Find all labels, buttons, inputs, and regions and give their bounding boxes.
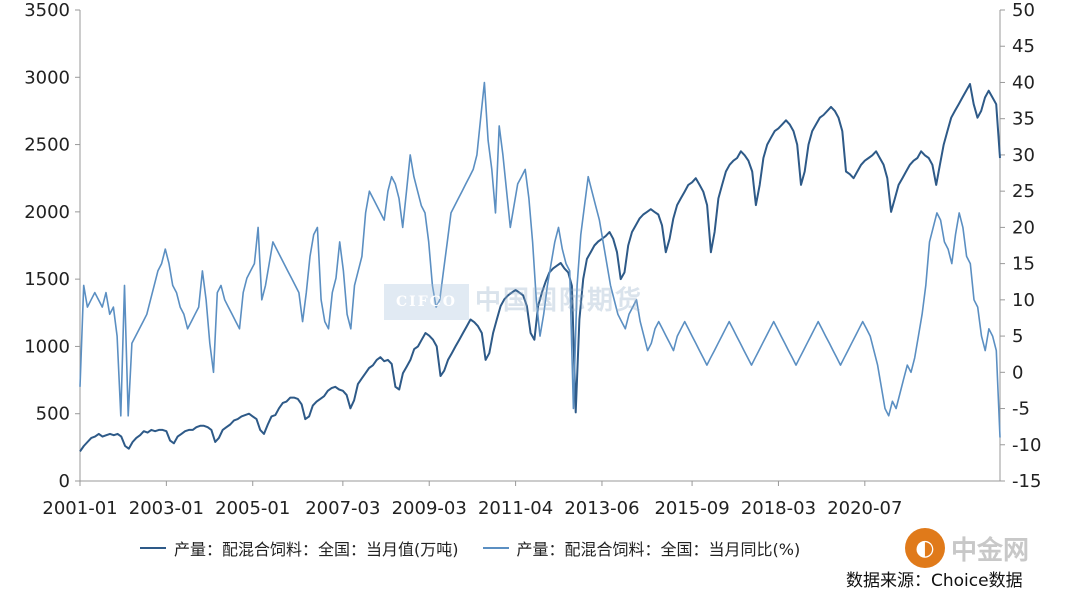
right-tick-label: -15 (1012, 471, 1041, 492)
x-tick-label: 2005-01 (215, 498, 290, 519)
series-line-2 (79, 81, 1001, 438)
legend-swatch-2 (482, 547, 509, 549)
series-group (79, 81, 1001, 452)
axes (79, 10, 1001, 482)
right-tick-label: 10 (1012, 290, 1035, 311)
left-tick-label: 1500 (24, 269, 70, 290)
right-tick-label: 35 (1012, 109, 1035, 130)
right-tick-label: 5 (1012, 326, 1023, 347)
left-tick-label: 500 (36, 404, 70, 425)
x-tick-label: 2018-03 (741, 498, 816, 519)
x-tick-label: 2009-03 (392, 498, 467, 519)
x-tick-label: 2011-04 (478, 498, 553, 519)
legend: 产量：配混合饲料：全国：当月值(万吨) 产量：配混合饲料：全国：当月同比(%) (140, 536, 800, 560)
left-tick-label: 2500 (24, 135, 70, 156)
right-tick-label: 25 (1012, 181, 1035, 202)
left-tick-label: 1000 (24, 336, 70, 357)
logo-icon: ◐ (905, 528, 945, 568)
x-tick-label: 2003-01 (129, 498, 204, 519)
right-tick-label: 40 (1012, 72, 1035, 93)
legend-item-series-1: 产量：配混合饲料：全国：当月值(万吨) (140, 536, 459, 560)
watermark: CIFCO 中国国际期货 (384, 280, 643, 320)
x-tick-label: 2001-01 (42, 498, 117, 519)
legend-swatch-1 (140, 547, 166, 549)
right-tick-label: 15 (1012, 254, 1035, 275)
x-tick-label: 2015-09 (654, 498, 729, 519)
right-tick-label: 0 (1012, 362, 1023, 383)
x-tick-label: 2013-06 (564, 498, 639, 519)
x-tick-label: 2007-03 (305, 498, 380, 519)
watermark-box: CIFCO (384, 283, 469, 320)
watermark-text: 中国国际期货 (474, 286, 643, 316)
left-tick-label: 2000 (24, 202, 70, 223)
right-tick-label: -5 (1012, 399, 1030, 420)
right-tick-label: -10 (1012, 435, 1041, 456)
x-tick-label: 2020-07 (827, 498, 902, 519)
right-tick-label: 30 (1012, 145, 1035, 166)
left-tick-label: 3000 (24, 67, 70, 88)
right-axis-ticks: -15 -10 -5 0 5 10 15 20 25 30 35 40 45 50 (1000, 0, 1041, 492)
legend-label-1: 产量：配混合饲料：全国：当月值(万吨) (174, 540, 459, 559)
legend-item-series-2: 产量：配混合饲料：全国：当月同比(%) (482, 536, 801, 560)
series-line-1 (79, 83, 1001, 452)
logo: ◐ 中金网 (905, 528, 1029, 568)
logo-text: 中金网 (951, 535, 1030, 566)
source-note: 数据来源：Choice数据 (846, 571, 1023, 591)
left-tick-label: 0 (59, 471, 70, 492)
right-tick-label: 45 (1012, 36, 1035, 57)
right-tick-label: 20 (1012, 217, 1035, 238)
right-tick-label: 50 (1012, 0, 1035, 21)
legend-label-2: 产量：配混合饲料：全国：当月同比(%) (516, 540, 801, 559)
x-axis-ticks: 2001-01 2003-01 2005-01 2007-03 2009-03 2011-… (42, 481, 902, 519)
left-axis-ticks: 0 500 1000 1500 2000 2500 3000 3500 (24, 0, 80, 492)
left-tick-label: 3500 (24, 0, 70, 21)
